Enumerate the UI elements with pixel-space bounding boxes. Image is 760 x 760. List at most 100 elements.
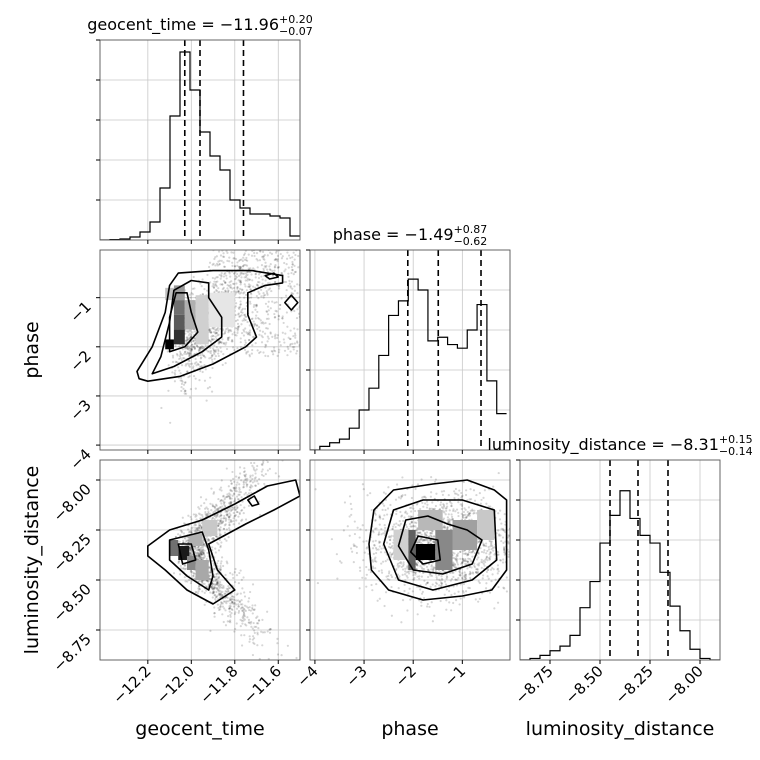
scatter-geocent-time-vs-phase-point: [243, 252, 246, 255]
scatter-phase-vs-luminosity-distance-point: [450, 502, 453, 505]
scatter-phase-vs-luminosity-distance-point: [416, 531, 419, 534]
scatter-geocent-time-vs-phase-point: [271, 269, 274, 272]
scatter-phase-vs-luminosity-distance-point: [496, 568, 499, 571]
scatter-geocent-time-vs-phase-point: [289, 329, 292, 332]
scatter-geocent-time-vs-luminosity-distance-point: [216, 581, 219, 584]
scatter-geocent-time-vs-luminosity-distance-point: [231, 573, 234, 576]
scatter-geocent-time-vs-luminosity-distance-point: [241, 609, 244, 612]
scatter-geocent-time-vs-luminosity-distance-point: [233, 500, 236, 503]
scatter-geocent-time-vs-luminosity-distance-point: [201, 543, 205, 546]
scatter-phase-vs-luminosity-distance-point: [467, 513, 470, 516]
scatter-phase-vs-luminosity-distance-point: [437, 574, 440, 577]
scatter-phase-vs-luminosity-distance-point: [473, 564, 476, 567]
scatter-phase-vs-luminosity-distance-point: [469, 487, 472, 491]
scatter-phase-vs-luminosity-distance-point: [442, 505, 446, 508]
scatter-phase-vs-luminosity-distance-point: [464, 575, 468, 578]
scatter-geocent-time-vs-phase-point: [215, 328, 218, 331]
scatter-phase-vs-luminosity-distance-point: [416, 483, 420, 486]
scatter-phase-vs-luminosity-distance-point: [476, 568, 479, 571]
scatter-geocent-time-vs-phase-point: [240, 271, 243, 275]
scatter-geocent-time-vs-luminosity-distance-point: [213, 538, 216, 541]
scatter-phase-vs-luminosity-distance-point: [466, 553, 470, 557]
scatter-geocent-time-vs-phase-point: [238, 307, 241, 310]
scatter-geocent-time-vs-luminosity-distance-point: [239, 569, 242, 572]
scatter-geocent-time-vs-phase-point: [261, 250, 265, 253]
scatter-geocent-time-vs-luminosity-distance-point: [226, 588, 229, 591]
scatter-phase-vs-luminosity-distance-point: [482, 544, 485, 547]
scatter-phase-vs-luminosity-distance-point: [500, 527, 503, 530]
scatter-geocent-time-vs-phase-point: [233, 272, 236, 275]
scatter-geocent-time-vs-phase-point: [240, 291, 243, 294]
scatter-geocent-time-vs-phase-point: [247, 285, 250, 288]
scatter-geocent-time-vs-phase-point: [268, 268, 271, 271]
scatter-phase-vs-luminosity-distance-point: [427, 542, 430, 545]
scatter-geocent-time-vs-phase-point: [181, 353, 184, 357]
scatter-phase-vs-luminosity-distance-point: [481, 577, 484, 580]
scatter-geocent-time-vs-phase-point: [295, 316, 299, 320]
scatter-geocent-time-vs-phase-point: [224, 290, 227, 293]
scatter-geocent-time-vs-luminosity-distance-point: [233, 497, 237, 500]
scatter-geocent-time-vs-luminosity-distance-point: [202, 551, 205, 555]
scatter-geocent-time-vs-luminosity-distance-point: [232, 511, 235, 515]
scatter-phase-vs-luminosity-distance-point: [456, 561, 459, 564]
scatter-phase-vs-luminosity-distance-point: [498, 518, 502, 521]
scatter-geocent-time-vs-luminosity-distance-point: [235, 593, 238, 596]
scatter-geocent-time-vs-luminosity-distance-point: [196, 592, 200, 595]
scatter-geocent-time-vs-phase-point: [274, 309, 277, 312]
scatter-phase-vs-luminosity-distance-density-cell: [415, 544, 436, 560]
scatter-geocent-time-vs-phase-point: [186, 362, 190, 365]
scatter-geocent-time-vs-luminosity-distance-point: [259, 513, 262, 517]
scatter-phase-vs-luminosity-distance-point: [440, 575, 443, 578]
scatter-phase-vs-luminosity-distance-point: [397, 566, 400, 569]
scatter-geocent-time-vs-phase-point: [190, 348, 194, 351]
scatter-geocent-time-vs-phase-point: [252, 320, 255, 323]
scatter-phase-vs-luminosity-distance-xtick-label: −1: [441, 662, 469, 690]
scatter-geocent-time-vs-luminosity-distance-point: [198, 554, 201, 558]
title-main: luminosity_distance = −8.31: [487, 435, 718, 455]
scatter-phase-vs-luminosity-distance-point: [498, 533, 501, 536]
scatter-phase-vs-luminosity-distance-point: [478, 540, 481, 543]
scatter-geocent-time-vs-luminosity-distance-point: [231, 508, 235, 511]
scatter-geocent-time-vs-luminosity-distance-point: [238, 472, 242, 475]
scatter-geocent-time-vs-phase-point: [171, 356, 175, 359]
scatter-phase-vs-luminosity-distance-point: [452, 601, 455, 605]
scatter-geocent-time-vs-phase-point: [228, 270, 231, 274]
scatter-geocent-time-vs-phase-point: [223, 265, 226, 268]
scatter-phase-vs-luminosity-distance-point: [395, 567, 398, 571]
scatter-geocent-time-vs-luminosity-distance-point: [251, 485, 254, 488]
scatter-geocent-time-vs-luminosity-distance-point: [233, 514, 237, 517]
scatter-geocent-time-vs-luminosity-distance-point: [231, 600, 234, 604]
scatter-phase-vs-luminosity-distance-point: [502, 528, 505, 532]
scatter-geocent-time-vs-luminosity-distance-point: [238, 511, 241, 514]
scatter-geocent-time-vs-phase-point: [269, 332, 272, 335]
scatter-geocent-time-vs-phase-point: [188, 375, 191, 378]
scatter-geocent-time-vs-phase-point: [226, 338, 229, 341]
scatter-geocent-time-vs-luminosity-distance-point: [219, 506, 222, 509]
scatter-phase-vs-luminosity-distance-point: [487, 548, 491, 551]
scatter-phase-vs-luminosity-distance-point: [488, 558, 491, 561]
scatter-geocent-time-vs-phase-point: [256, 310, 259, 314]
scatter-phase-vs-luminosity-distance-point: [477, 552, 480, 555]
scatter-phase-vs-luminosity-distance-point: [517, 571, 519, 573]
scatter-phase-vs-luminosity-distance-point: [433, 614, 436, 617]
scatter-geocent-time-vs-luminosity-distance-point: [242, 480, 245, 483]
scatter-geocent-time-vs-luminosity-distance-point: [203, 502, 206, 505]
scatter-geocent-time-vs-phase-point: [237, 274, 241, 278]
scatter-geocent-time-vs-luminosity-distance-point: [202, 551, 205, 555]
scatter-geocent-time-vs-luminosity-distance-point: [179, 529, 182, 532]
scatter-geocent-time-vs-luminosity-distance-point: [197, 527, 201, 530]
scatter-phase-vs-luminosity-distance-point: [411, 504, 415, 507]
scatter-geocent-time-vs-phase-point: [237, 306, 240, 309]
scatter-geocent-time-vs-phase-point: [264, 286, 267, 289]
scatter-geocent-time-vs-phase-point: [246, 259, 249, 262]
scatter-phase-vs-luminosity-distance-point: [461, 503, 464, 506]
scatter-geocent-time-vs-luminosity-distance-point: [218, 529, 221, 532]
scatter-geocent-time-vs-luminosity-distance-point: [196, 555, 200, 558]
scatter-geocent-time-vs-luminosity-distance-density-cell: [189, 534, 203, 546]
scatter-phase-vs-luminosity-distance-point: [452, 562, 455, 565]
scatter-geocent-time-vs-phase-point: [211, 285, 214, 288]
scatter-geocent-time-vs-phase-point: [208, 386, 211, 389]
scatter-geocent-time-vs-phase-point: [210, 331, 213, 334]
scatter-geocent-time-vs-phase-point: [235, 302, 238, 305]
scatter-geocent-time-vs-phase-ytick-label: −2: [66, 347, 94, 375]
